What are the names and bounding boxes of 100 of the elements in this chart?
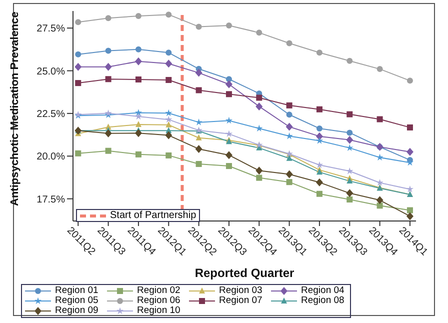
point — [226, 22, 232, 29]
point — [256, 166, 263, 175]
point — [406, 212, 414, 220]
point — [346, 136, 354, 144]
point — [346, 189, 354, 198]
point — [105, 48, 112, 54]
point — [316, 136, 324, 144]
legend-label: Region 02 — [137, 285, 180, 296]
legend-label: Region 06 — [137, 295, 180, 306]
point — [225, 116, 233, 124]
point — [166, 121, 172, 128]
point — [286, 112, 292, 118]
point — [166, 12, 172, 18]
point — [165, 116, 172, 123]
point — [134, 112, 142, 120]
point — [226, 163, 232, 170]
point — [195, 144, 202, 153]
x-axis-title: Reported Quarter — [194, 266, 294, 280]
legend-label: Region 10 — [137, 305, 180, 316]
point — [225, 130, 233, 137]
point — [406, 148, 414, 156]
y-tick-label: 22.5% — [36, 108, 66, 120]
point — [376, 196, 384, 204]
point — [74, 62, 82, 71]
point — [406, 185, 414, 192]
point — [165, 131, 172, 140]
point — [134, 129, 142, 138]
legend-label: Region 05 — [55, 295, 98, 306]
point — [196, 87, 202, 94]
point — [316, 132, 323, 140]
point — [346, 58, 353, 64]
point — [256, 102, 263, 110]
point — [286, 40, 292, 46]
point — [316, 168, 322, 175]
point — [286, 122, 293, 131]
point — [105, 148, 112, 154]
point — [134, 108, 142, 116]
point — [286, 154, 292, 161]
point — [104, 129, 112, 138]
point — [225, 80, 232, 88]
point — [346, 167, 354, 174]
point — [346, 196, 353, 202]
legend: Start of Partnership — [76, 209, 200, 222]
point — [286, 170, 293, 178]
point — [196, 160, 202, 167]
point — [346, 178, 353, 184]
point — [105, 15, 112, 22]
point — [166, 50, 172, 56]
point — [346, 130, 353, 136]
point — [406, 78, 413, 84]
legend-label: Region 01 — [55, 285, 98, 296]
point — [256, 94, 262, 101]
point — [134, 57, 142, 66]
point — [406, 207, 413, 214]
point — [376, 202, 383, 209]
point — [316, 50, 322, 56]
legend-label: Region 09 — [55, 305, 98, 316]
point — [376, 116, 383, 122]
point — [75, 19, 82, 26]
point — [75, 51, 82, 58]
point — [376, 178, 384, 186]
point — [406, 124, 413, 130]
y-tick-label: 27.5% — [36, 24, 66, 35]
point — [256, 174, 262, 181]
point — [75, 80, 82, 86]
point — [166, 152, 172, 158]
point — [105, 76, 112, 82]
point — [225, 151, 232, 160]
point — [226, 91, 232, 98]
point — [135, 46, 142, 52]
point — [165, 60, 172, 68]
point — [135, 121, 142, 128]
point — [316, 125, 322, 132]
y-tick-label: 25.0% — [36, 66, 66, 78]
y-tick-label: 20.0% — [36, 152, 66, 163]
point — [376, 66, 383, 72]
legend-label: Region 08 — [301, 295, 344, 306]
point — [135, 151, 142, 158]
point — [286, 102, 292, 108]
point — [135, 76, 142, 82]
point — [286, 179, 292, 186]
y-axis-title: Antipsychotic Medication Prevalence — [8, 12, 21, 206]
legend-label: Region 03 — [219, 285, 262, 296]
point — [406, 158, 414, 166]
point — [346, 111, 353, 118]
point — [195, 68, 202, 77]
point — [256, 30, 262, 36]
point — [316, 190, 322, 197]
point — [196, 134, 202, 140]
point — [75, 150, 82, 156]
point — [316, 178, 323, 186]
point — [316, 106, 322, 112]
point — [196, 24, 202, 30]
point — [135, 12, 142, 19]
ref-line-label: Start of Partnership — [110, 210, 196, 221]
legend-label: Region 07 — [219, 295, 262, 306]
point — [195, 118, 202, 126]
point — [166, 76, 172, 83]
point — [256, 124, 263, 132]
point — [104, 62, 112, 71]
